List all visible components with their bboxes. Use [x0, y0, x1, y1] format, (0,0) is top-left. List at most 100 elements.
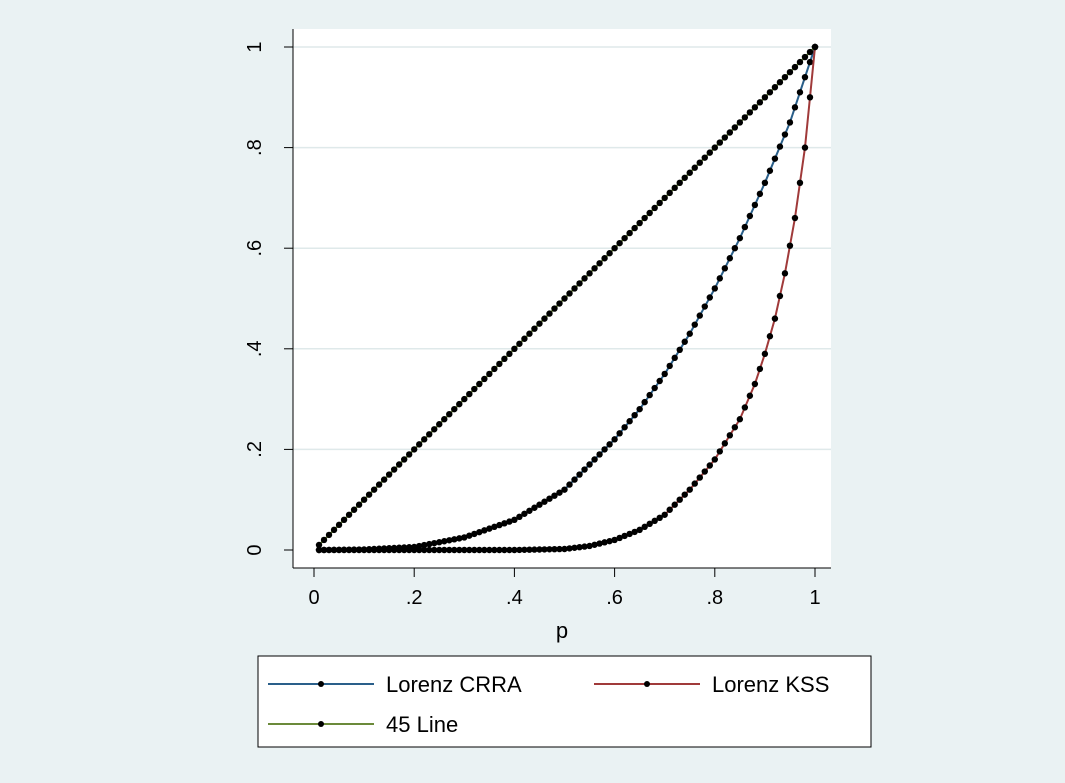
series-2-marker-21: [421, 436, 428, 443]
legend-label-0: Lorenz CRRA: [386, 672, 522, 697]
series-2-marker-66: [646, 209, 653, 217]
series-1-marker-74: [686, 486, 693, 493]
series-2-marker-55: [591, 265, 598, 272]
series-1-marker-93: [781, 270, 789, 277]
series-2-marker-95: [791, 63, 799, 71]
series-1-marker-43: [531, 546, 538, 553]
series-1-marker-18: [405, 546, 413, 554]
series-2-marker-47: [551, 305, 558, 312]
series-1-marker-23: [431, 546, 438, 554]
series-0-marker-35: [491, 523, 498, 531]
series-0-marker-45: [541, 498, 548, 505]
series-1-marker-70: [666, 506, 673, 513]
series-2-marker-53: [581, 275, 588, 282]
series-2-marker-23: [431, 426, 438, 433]
series-2-marker-65: [641, 214, 648, 222]
series-2-marker-29: [461, 395, 468, 403]
series-1-marker-14: [385, 546, 393, 554]
axes: [284, 29, 831, 577]
series-2-marker-8: [355, 501, 363, 508]
series-1-marker-88: [756, 365, 764, 373]
series-2-marker-51: [571, 285, 578, 292]
series-0-marker-64: [636, 405, 643, 413]
series-1-marker-11: [370, 546, 378, 554]
tick-labels: 0 .2 .4 .6 .8 1 0 .2 .4 .6 .8 1: [244, 41, 821, 609]
series-0-marker-89: [761, 179, 769, 187]
series-2-marker-11: [370, 486, 378, 493]
series-2-marker-28: [456, 400, 463, 408]
series-2-marker-69: [661, 194, 668, 202]
x-tick-label-2: .4: [506, 587, 523, 609]
series-0-marker-28: [456, 535, 463, 542]
series-0: [315, 43, 819, 554]
series-2-marker-88: [756, 99, 764, 106]
series-2-marker-80: [716, 139, 724, 146]
series-0-marker-40: [516, 513, 523, 521]
series-1-marker-51: [571, 544, 578, 551]
series-0-marker-78: [706, 294, 713, 301]
series-0-marker-25: [441, 538, 448, 545]
series-1-marker-35: [491, 546, 498, 554]
series-2-marker-54: [586, 270, 593, 277]
series-2-marker-86: [746, 109, 754, 116]
series-0-marker-86: [746, 212, 754, 220]
x-tick-label-3: .6: [606, 587, 623, 609]
legend-swatch-marker-1: [644, 681, 650, 687]
series-2-marker-78: [706, 149, 713, 156]
series-0-marker-39: [511, 516, 518, 524]
series-1-marker-57: [601, 539, 608, 546]
x-tick-label-5: 1: [809, 587, 820, 609]
series-0-marker-43: [531, 504, 538, 511]
series-2-marker-63: [631, 224, 638, 232]
series-2-marker-3: [330, 526, 338, 534]
series-2-marker-92: [776, 79, 784, 86]
series-1-marker-5: [340, 546, 348, 554]
series-2-marker-70: [666, 189, 673, 197]
series-1-marker-95: [791, 214, 799, 222]
series-2-marker-76: [696, 159, 703, 166]
x-tick-label-1: .2: [406, 587, 423, 609]
series-0-marker-56: [596, 451, 603, 458]
series-0-marker-58: [606, 441, 613, 448]
series-1-marker-30: [466, 546, 473, 554]
series-1-marker-38: [506, 546, 513, 554]
series-2-marker-9: [360, 496, 368, 503]
series-1-marker-66: [646, 520, 653, 528]
series-2-marker-93: [781, 73, 789, 81]
series-1-marker-15: [390, 546, 398, 554]
series-1-marker-78: [706, 462, 713, 469]
series-1-marker-71: [671, 501, 678, 508]
series-1-marker-73: [681, 491, 688, 498]
series-1-marker-48: [556, 545, 563, 553]
series-2-marker-16: [395, 461, 403, 468]
series-0-marker-81: [721, 265, 729, 272]
series-0-marker-51: [571, 476, 578, 483]
series-2-marker-33: [481, 375, 488, 383]
series-1-marker-62: [626, 530, 633, 538]
series-1-marker-60: [616, 534, 623, 542]
series-1-marker-16: [395, 546, 403, 554]
y-tick-label-2: .4: [244, 340, 266, 357]
series-0-marker-88: [756, 190, 764, 198]
series-2-marker-61: [621, 234, 628, 242]
series-0-marker-76: [696, 312, 703, 319]
series-1-marker-34: [486, 546, 493, 554]
series-1-marker-19: [411, 546, 418, 554]
series-2-marker-39: [511, 345, 518, 352]
series-1-marker-25: [441, 546, 448, 554]
series-0-marker-83: [731, 245, 739, 252]
legend-item-1: Lorenz KSS: [594, 672, 829, 697]
series-2-marker-4: [335, 521, 343, 529]
series-0-marker-54: [586, 461, 593, 468]
series-1-marker-10: [365, 546, 373, 554]
series-2-marker-81: [721, 134, 729, 141]
series-0-marker-44: [536, 501, 543, 508]
series-1-marker-36: [496, 546, 503, 554]
series-0-marker-59: [611, 436, 618, 443]
series-2-marker-75: [691, 164, 698, 171]
series-0-marker-21: [421, 541, 428, 549]
series-2-marker-42: [526, 330, 533, 337]
series-2-marker-58: [606, 250, 613, 257]
series-1-marker-7: [350, 546, 358, 554]
